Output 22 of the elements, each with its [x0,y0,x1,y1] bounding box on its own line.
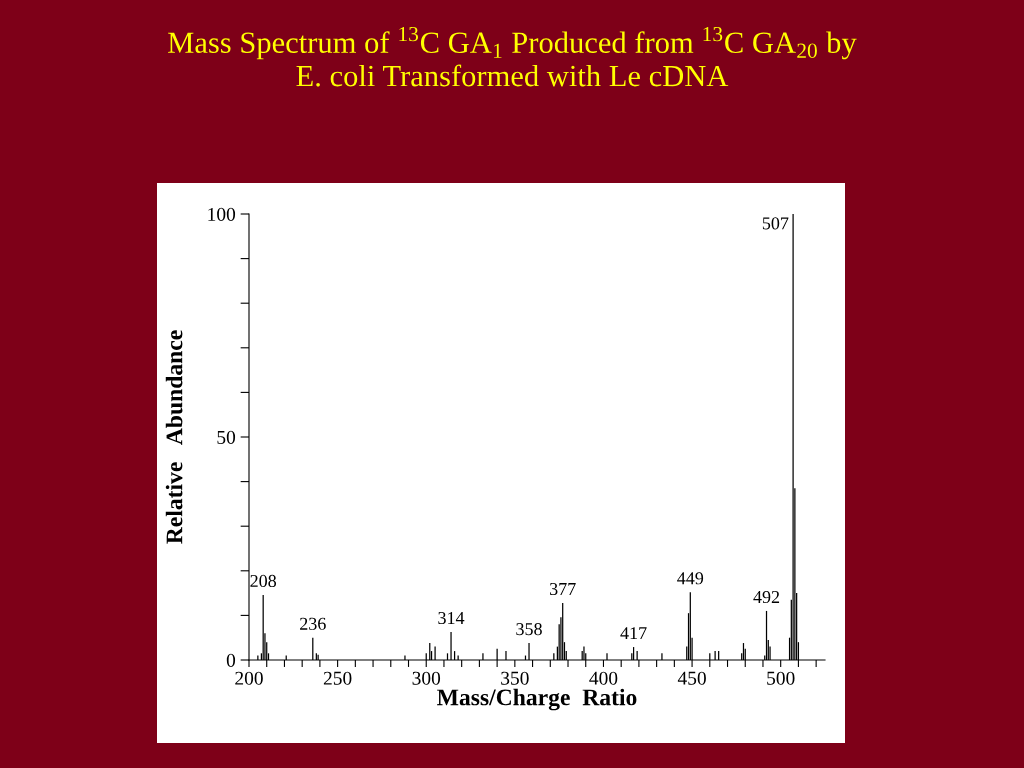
annotation: 358 [516,623,542,636]
y-tick-label: 0 [226,653,236,667]
annotation: 377 [550,582,576,596]
y-axis-title: Relative Abundance [165,330,183,544]
x-tick-label: 450 [677,671,706,685]
x-axis-title: Mass/Charge Ratio [437,688,637,711]
x-tick-label: 400 [589,671,618,685]
x-tick-label: 200 [235,671,263,685]
annotation: 449 [677,572,704,585]
y-tick-label: 100 [208,207,236,221]
y-tick-label: 50 [217,430,236,444]
annotation: 236 [300,617,326,630]
annotation: 492 [753,590,780,604]
annotation: 208 [250,574,277,588]
chart-title: Mass Spectrum of $^{13}$C GA$_{1}$ Produced from $^{13}$C GA$_{20}$ by E. coli Transformed with Le cDNA [168,26,857,87]
x-tick-label: 250 [323,671,352,685]
annotation: 314 [438,611,465,625]
x-tick-label: 500 [767,671,795,685]
x-tick-label: 300 [412,671,441,685]
annotation: 417 [620,627,647,640]
x-tick-label: 350 [501,671,529,685]
annotation: 507 [762,217,789,230]
